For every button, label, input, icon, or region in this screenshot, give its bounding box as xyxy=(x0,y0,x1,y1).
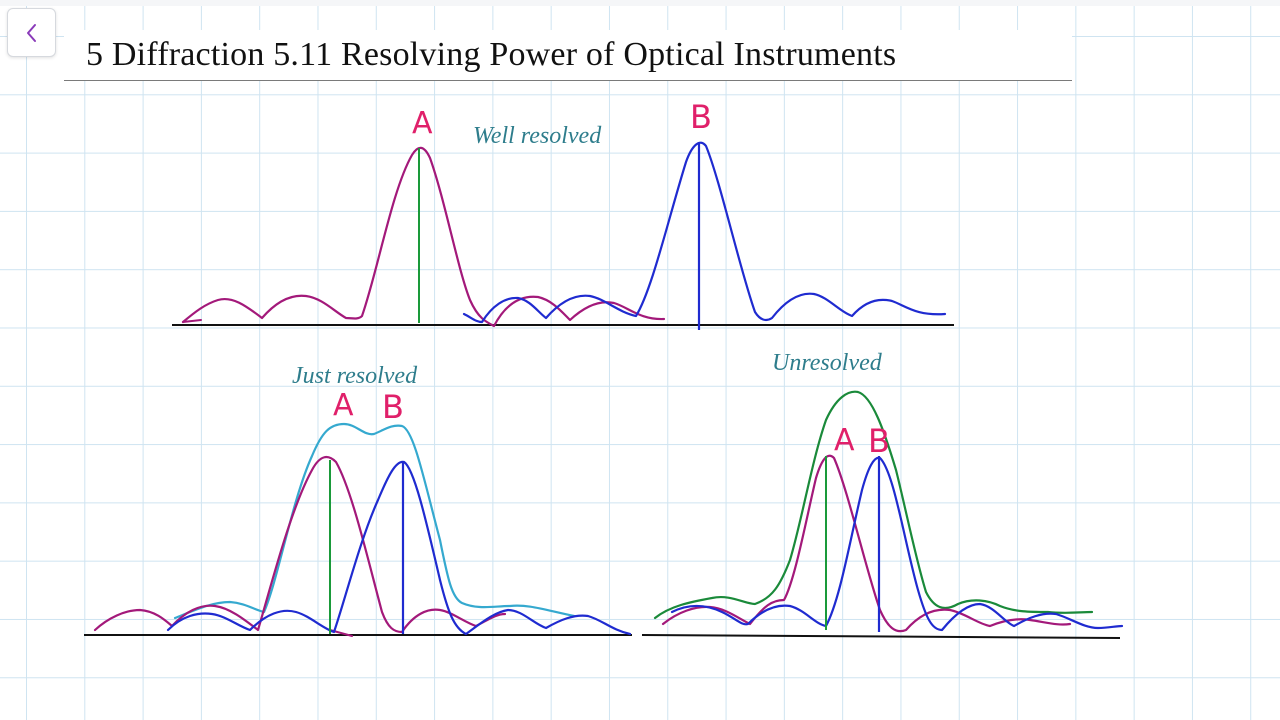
pattern-b-just xyxy=(166,460,632,636)
label-a-well: A xyxy=(412,106,433,141)
pattern-b-unresolved xyxy=(670,456,1124,632)
baseline-unresolved xyxy=(641,634,1121,639)
panel-unresolved: Unresolved A B xyxy=(641,350,1124,639)
caption-unresolved: Unresolved xyxy=(772,350,883,376)
title-bar: 5 Diffraction 5.11 Resolving Power of Op… xyxy=(64,30,1072,81)
pattern-a-unresolved xyxy=(661,454,1072,633)
label-b-just: B xyxy=(382,388,404,426)
pattern-a-well-leftend xyxy=(182,319,202,323)
page-title: 5 Diffraction 5.11 Resolving Power of Op… xyxy=(86,36,897,73)
pattern-a-just xyxy=(93,455,507,634)
panel-well-resolved: Well resolved A B xyxy=(172,98,954,330)
panel-just-resolved: Just resolved A B xyxy=(84,363,632,637)
top-toolbar-strip xyxy=(0,0,1280,6)
label-a-unresolved: A xyxy=(834,423,855,458)
pattern-b-well xyxy=(462,141,947,324)
pattern-sum-unresolved xyxy=(653,390,1094,620)
back-button[interactable] xyxy=(7,8,56,57)
caption-just-resolved: Just resolved xyxy=(292,363,418,389)
label-a-just: A xyxy=(333,388,354,423)
chevron-left-icon xyxy=(26,23,36,42)
label-b-unresolved: B xyxy=(868,422,890,460)
pattern-sum-just xyxy=(173,422,576,620)
caption-well-resolved: Well resolved xyxy=(473,123,602,149)
pattern-a-well xyxy=(181,146,666,328)
label-b-well: B xyxy=(690,98,712,136)
